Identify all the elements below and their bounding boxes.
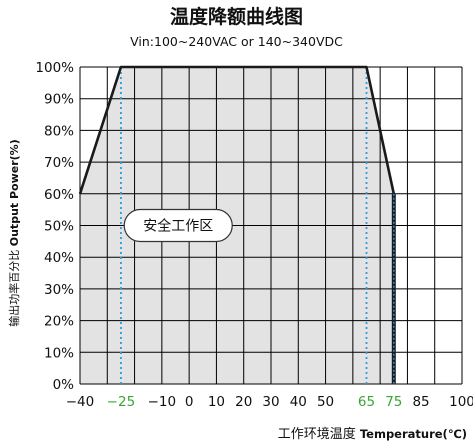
x-tick-label-30: 30 — [262, 394, 279, 410]
y-tick-label-70: 70% — [44, 155, 74, 171]
curve-group — [78, 65, 396, 195]
x-tick-label-75: 75 — [385, 394, 402, 410]
y-tick-label-60: 60% — [44, 187, 74, 203]
marker-lines-group — [120, 67, 396, 384]
y-tick-label-30: 30% — [44, 282, 74, 298]
derating-curve — [78, 65, 396, 195]
y-tick-label-10: 10% — [44, 345, 74, 361]
chart-title: 温度降额曲线图 — [169, 6, 303, 28]
y-tick-label-50: 50% — [44, 219, 74, 235]
y-tick-label-0: 0% — [53, 377, 75, 393]
y-tick-label-90: 90% — [44, 92, 74, 108]
x-tick-label--40: −40 — [66, 394, 95, 410]
y-tick-label-40: 40% — [44, 250, 74, 266]
area-label-text: 安全工作区 — [143, 218, 213, 235]
x-tick-label--25: −25 — [107, 394, 136, 410]
chart-subtitle: Vin:100~240VAC or 140~340VDC — [130, 34, 343, 49]
area-label-bubble — [123, 208, 233, 243]
drop-line-bar — [391, 193, 396, 384]
x-tick-label-10: 10 — [208, 394, 225, 410]
y-tick-label-100: 100% — [35, 60, 74, 76]
x-tick-label-100: 100 — [449, 394, 473, 410]
x-tick-label-65: 65 — [358, 394, 375, 410]
x-tick-label--10: −10 — [148, 394, 177, 410]
area-label-group: 安全工作区 — [123, 208, 233, 243]
x-axis-label-cn: 工作环境温度 — [277, 427, 356, 442]
x-tick-label-50: 50 — [317, 394, 334, 410]
x-tick-label-85: 85 — [412, 394, 429, 410]
ticks-group: 0% 10% 20% 30% 40% 50% 60% 70% 80% 90% 100% −40 −25−… — [35, 60, 473, 410]
x-tick-label-20: 20 — [235, 394, 252, 410]
x-tick-label-0: 0 — [185, 394, 194, 410]
y-tick-label-80: 80% — [44, 123, 74, 139]
x-axis-label: 工作环境温度 Temperature(℃) — [278, 423, 467, 442]
x-tick-label-40: 40 — [290, 394, 307, 410]
x-axis-label-en: Temperature(℃) — [359, 427, 467, 441]
y-tick-label-20: 20% — [44, 314, 74, 330]
